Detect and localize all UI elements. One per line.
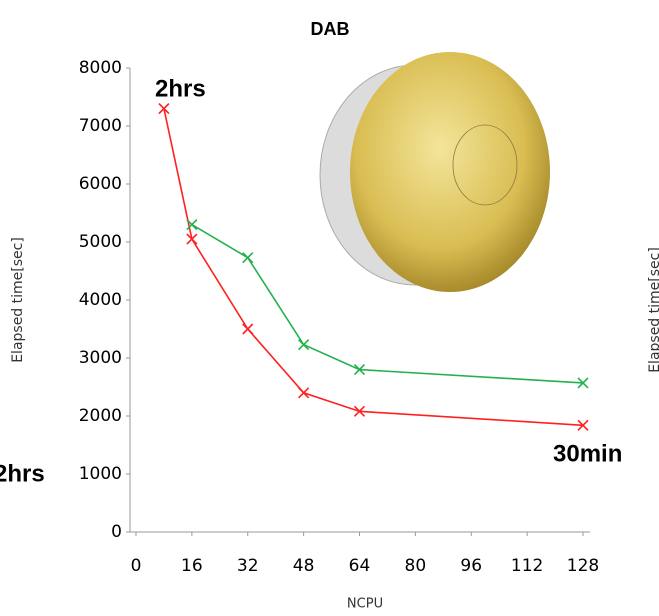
y-tick-label: 4000 bbox=[79, 290, 122, 310]
x-tick-label: 32 bbox=[237, 556, 259, 576]
y-tick-label: 1000 bbox=[79, 464, 122, 484]
x-tick-label: 16 bbox=[181, 556, 203, 576]
y-tick-label: 8000 bbox=[79, 58, 122, 78]
data-point bbox=[298, 387, 310, 399]
x-tick-label: 64 bbox=[349, 556, 371, 576]
x-tick-label: 0 bbox=[131, 556, 142, 576]
chart-title: DAB bbox=[311, 19, 350, 39]
x-tick-label: 48 bbox=[293, 556, 315, 576]
y-tick-label: 5000 bbox=[79, 232, 122, 252]
y-tick-label: 6000 bbox=[79, 174, 122, 194]
y-tick-label: 2000 bbox=[79, 406, 122, 426]
y-tick-label: 7000 bbox=[79, 116, 122, 136]
x-tick-label: 112 bbox=[511, 556, 543, 576]
data-point bbox=[242, 252, 254, 264]
x-tick-label: 128 bbox=[567, 556, 599, 576]
annotation: 2hrs bbox=[155, 75, 206, 102]
annotation: Elapsed time[sec] bbox=[647, 247, 659, 373]
data-point bbox=[353, 405, 366, 417]
data-point bbox=[158, 103, 170, 115]
x-tick-label: 96 bbox=[460, 556, 482, 576]
data-point bbox=[577, 377, 589, 389]
data-point bbox=[577, 419, 589, 431]
annotation: 2hrs bbox=[0, 460, 45, 487]
data-point bbox=[242, 323, 254, 335]
x-tick-label: 80 bbox=[405, 556, 427, 576]
object-illustration bbox=[319, 52, 550, 292]
data-point bbox=[353, 364, 366, 376]
y-tick-label: 3000 bbox=[79, 348, 122, 368]
data-point bbox=[298, 339, 310, 351]
data-point bbox=[186, 219, 198, 231]
y-axis-label: Elapsed time[sec] bbox=[10, 237, 26, 363]
series-line bbox=[163, 108, 584, 427]
x-axis-label: NCPU bbox=[347, 597, 383, 612]
y-tick-label: 0 bbox=[111, 522, 122, 542]
data-point bbox=[186, 233, 198, 245]
annotation: 30min bbox=[553, 440, 622, 467]
